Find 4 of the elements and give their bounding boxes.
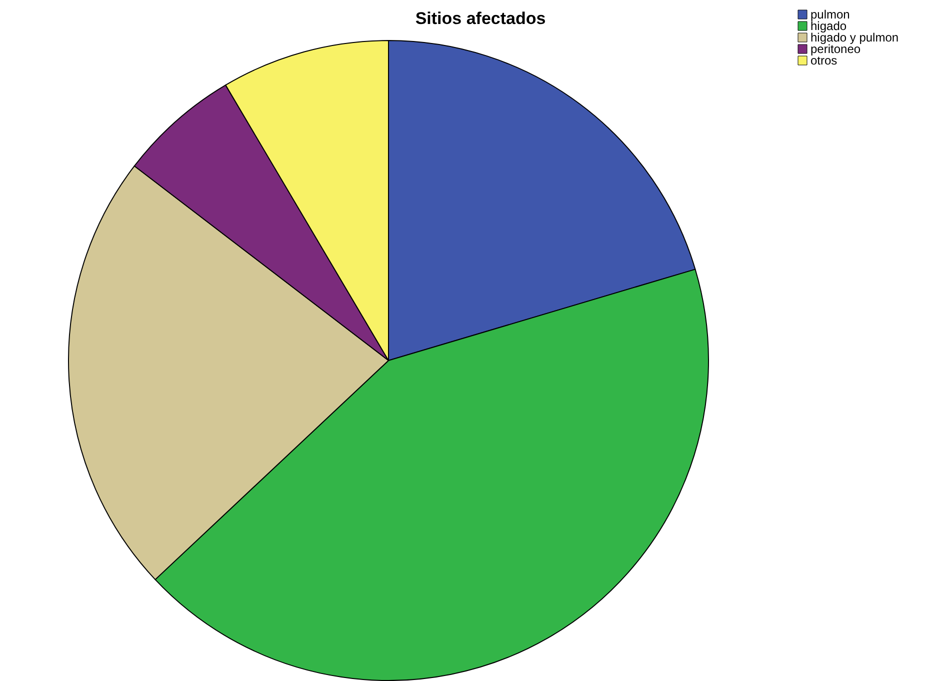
legend-label: pulmon xyxy=(810,8,850,22)
legend-label: otros xyxy=(810,54,838,68)
legend-label: higado xyxy=(810,19,847,33)
chart-title: Sitios afectados xyxy=(415,9,546,28)
